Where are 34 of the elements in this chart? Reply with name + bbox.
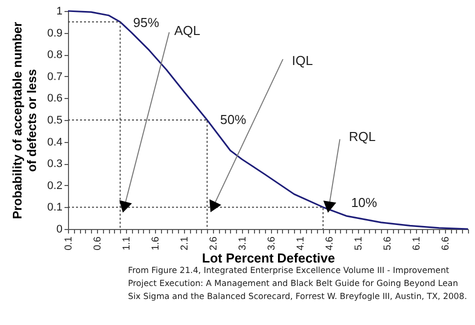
x-tick-label: 4.6: [324, 236, 336, 250]
x-tick-label: 2.1: [179, 236, 190, 250]
y-tick-label: 0.2: [47, 180, 62, 192]
y-tick-label: 0.7: [47, 70, 62, 83]
annotation: 50%: [220, 112, 247, 127]
y-tick-label: 0.5: [47, 114, 62, 126]
y-tick-label: 0: [56, 224, 62, 236]
x-tick-label: 0.6: [92, 236, 104, 250]
y-tick-label: 0.8: [47, 49, 62, 62]
y-tick-label: 0.3: [47, 158, 62, 170]
x-tick-label: 1.1: [121, 236, 132, 250]
line-series: [67, 10, 469, 230]
annotation: AQL: [174, 23, 200, 38]
x-tick-label: 6.6: [440, 236, 452, 250]
text: From Figure 21.4, Integrated Enterprise Excellence Volume III - Improvement Project Execution: A Management and Black Belt Guide for Going Beyond Lean Six Sigma and the Balanced Scorecard, Forrest W. Breyfogle III, Austin, TX, 2008.: [128, 264, 468, 304]
x-tick-label: 6.1: [411, 236, 422, 250]
x-tick-label: 3.1: [237, 236, 248, 250]
x-tick-label: 5.6: [382, 236, 394, 250]
annotation: 95%: [133, 14, 160, 30]
x-tick-label: 4.1: [295, 236, 306, 250]
x-axis-title: Lot Percent Defective: [202, 250, 335, 266]
y-tick-label: 1: [56, 6, 62, 18]
y-tick-label: 0.6: [47, 92, 62, 105]
x-tick-label: 5.1: [353, 236, 364, 250]
y-tick-label: 0.1: [47, 202, 62, 214]
annotation: RQL: [348, 129, 376, 144]
x-tick-label: 3.6: [266, 236, 278, 250]
y-axis-title: Probability of acceptable number of defects or less: [10, 22, 40, 220]
y-tick-label: 0.9: [47, 27, 62, 40]
y-tick-label: 0.4: [47, 136, 62, 148]
annotation: 10%: [351, 195, 378, 210]
x-tick-label: 1.6: [150, 236, 162, 250]
x-tick-label: 2.6: [208, 236, 220, 250]
annotation: IQL: [292, 53, 313, 68]
